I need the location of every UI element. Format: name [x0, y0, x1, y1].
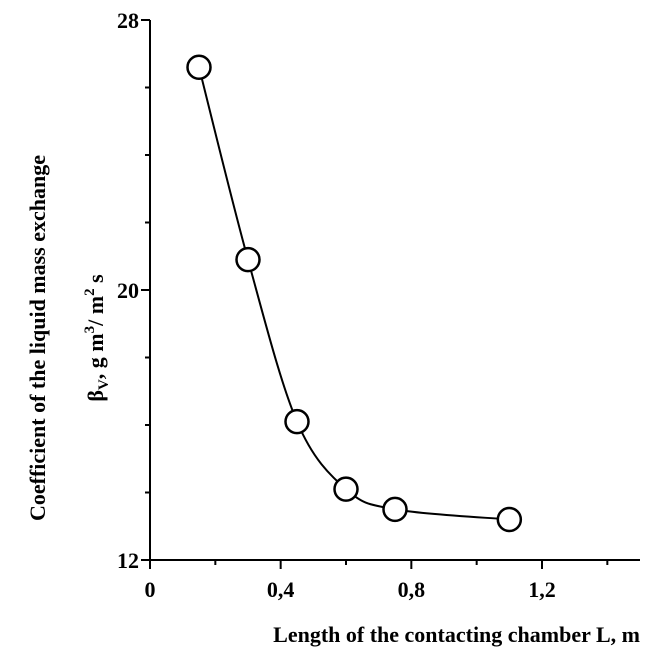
data-point [496, 506, 523, 533]
x-tick-label: 0,4 [267, 577, 295, 602]
y-title-subscript: V [96, 379, 112, 390]
data-point [382, 496, 408, 523]
y-title-sup: 3 [82, 326, 98, 334]
y-title-sup: 2 [82, 288, 98, 296]
y-axis-title-line1: Coefficient of the liquid mass exchange [25, 155, 50, 521]
x-axis-title: Length of the contacting chamber L, m [273, 622, 640, 647]
plot-area [186, 54, 523, 533]
data-point [333, 476, 359, 502]
y-title-text: , g m [83, 333, 108, 379]
y-axis-title-line2: βV, g m3/ m2 s [82, 274, 112, 402]
x-tick-label: 0,8 [398, 577, 426, 602]
axes: 0 0,4 0,8 1,2 12 20 28 [117, 8, 640, 602]
y-tick-label: 20 [117, 278, 139, 303]
data-point [284, 408, 310, 435]
x-tick-label: 0 [145, 577, 156, 602]
y-title-text: s [83, 274, 108, 289]
y-tick-label: 28 [117, 8, 139, 33]
series-line [198, 67, 510, 521]
data-point [235, 246, 261, 273]
y-title-text: / m [83, 296, 108, 327]
y-tick-label: 12 [117, 548, 139, 573]
y-axis-title: Coefficient of the liquid mass exchange … [25, 155, 112, 521]
y-title-symbol: β [83, 390, 108, 402]
data-point [186, 54, 212, 80]
x-tick-label: 1,2 [528, 577, 556, 602]
